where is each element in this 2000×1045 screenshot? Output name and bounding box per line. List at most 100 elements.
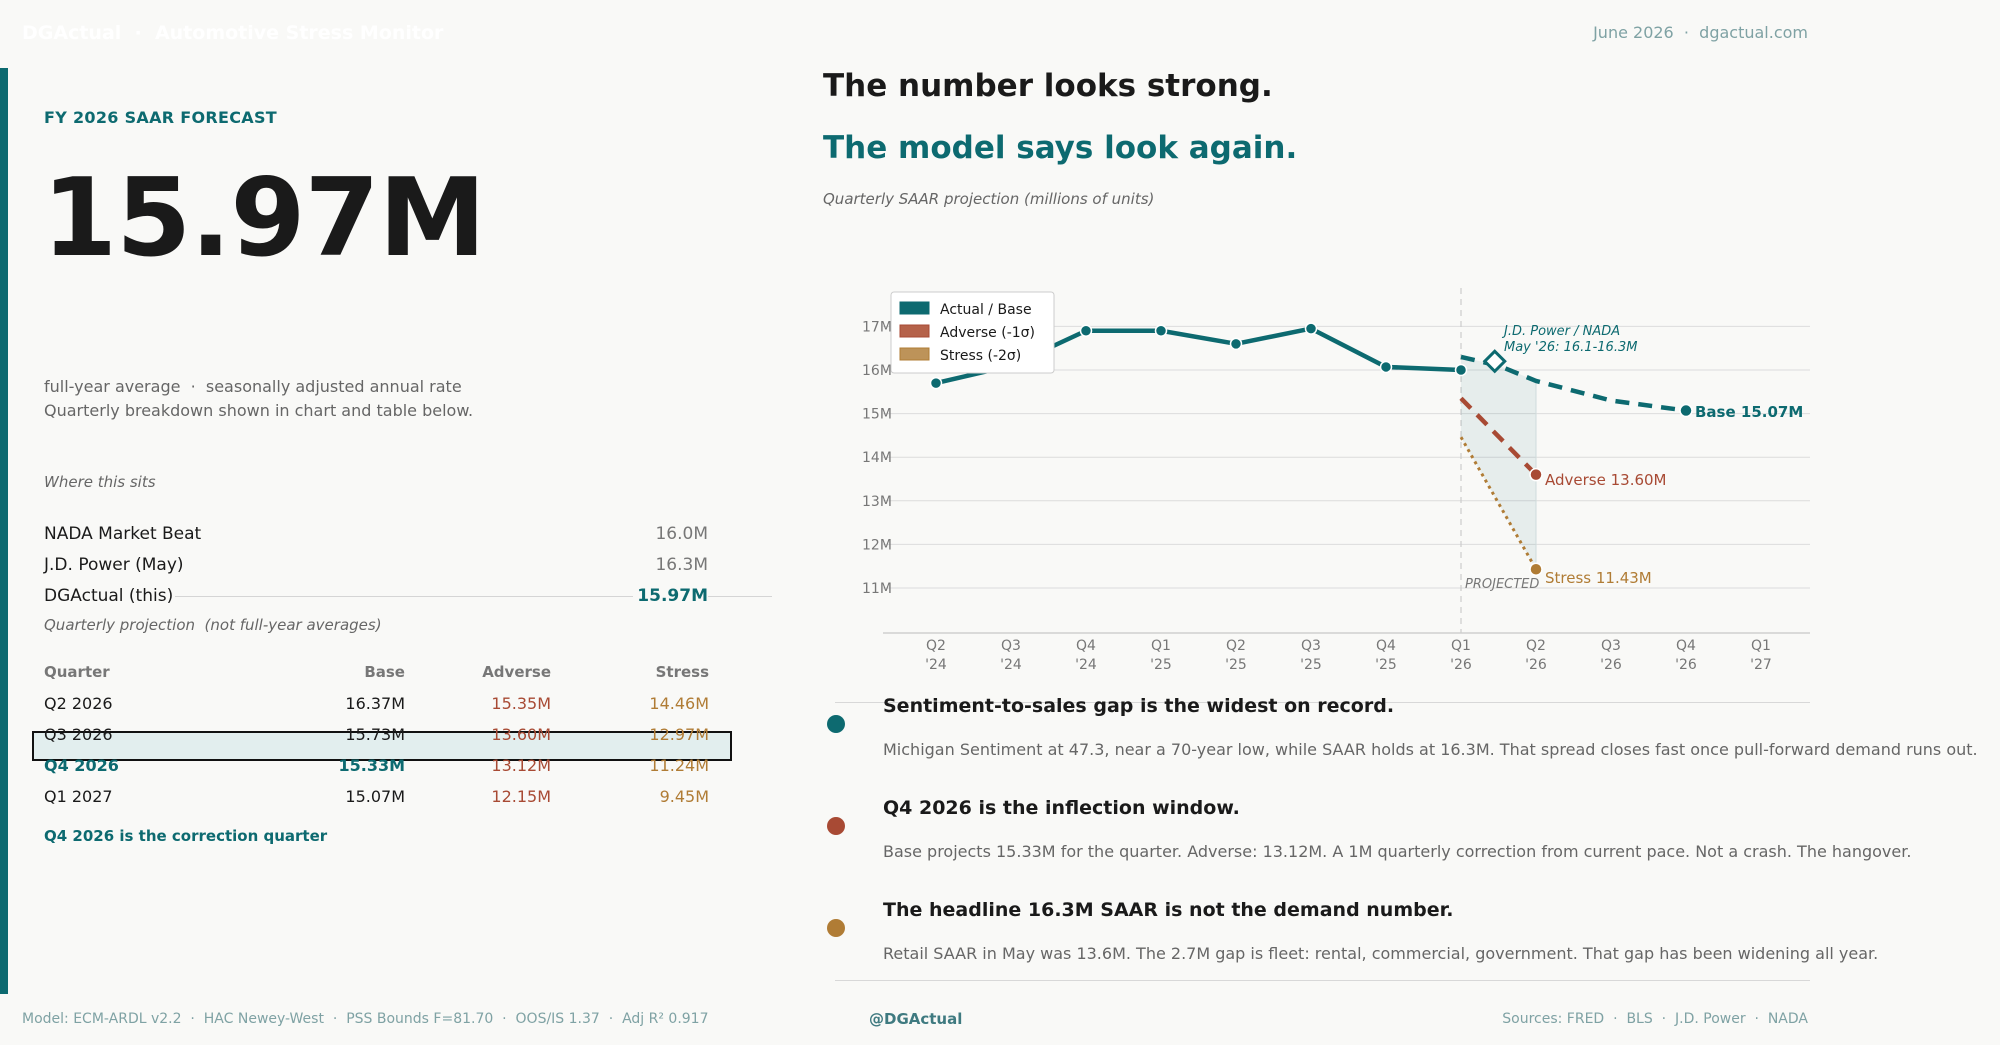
table-row[interactable]: Q1 2027 15.07M 12.15M 9.45M xyxy=(44,787,709,815)
data-point xyxy=(1529,562,1543,577)
adverse-cell: 12.15M xyxy=(491,787,551,806)
scenario-band xyxy=(1461,356,1536,570)
legend-label: Actual / Base xyxy=(940,302,1032,318)
series-line xyxy=(1459,436,1538,570)
x-tick-label: Q2'26 xyxy=(1525,638,1547,673)
stress-end-label: Stress 11.43M xyxy=(1545,569,1652,587)
comparison-value: 16.3M xyxy=(655,555,708,575)
insights-top-divider xyxy=(835,702,1810,703)
header-date-site: June 2026 · dgactual.com xyxy=(1593,23,1808,42)
annotation-label: May '26: 16.1-16.3M xyxy=(1504,340,1637,355)
forecast-value: 15.97M xyxy=(42,156,486,281)
y-tick-label: 16M xyxy=(862,363,892,379)
insight-title: Q4 2026 is the inflection window. xyxy=(883,797,1240,819)
quarter-cell: Q1 2027 xyxy=(44,787,113,806)
forecast-subtitle-2: Quarterly breakdown shown in chart and t… xyxy=(44,401,474,420)
comparison-row: NADA Market Beat 16.0M xyxy=(44,524,708,552)
data-point xyxy=(929,376,943,390)
comparison-value: 15.97M xyxy=(633,586,708,606)
y-tick-label: 17M xyxy=(862,319,892,335)
comparison-label: DGActual (this) xyxy=(44,586,176,606)
quarter-cell: Q4 2026 xyxy=(44,756,119,775)
data-point xyxy=(1679,403,1693,418)
x-tick-label: Q1'27 xyxy=(1750,638,1772,673)
comparison-title: Where this sits xyxy=(44,473,156,491)
base-cell: 15.33M xyxy=(338,756,405,775)
base-end-label: Base 15.07M xyxy=(1695,403,1803,421)
annotation-label: J.D. Power / NADA xyxy=(1501,324,1620,339)
x-tick-label: Q4'25 xyxy=(1375,638,1397,673)
accent-bar xyxy=(0,68,8,994)
table-row[interactable]: Q3 2026 15.73M 13.60M 12.97M xyxy=(44,725,709,753)
projected-label: PROJECTED xyxy=(1465,577,1539,592)
y-tick-label: 15M xyxy=(862,407,892,423)
x-tick-label: Q2'24 xyxy=(925,638,947,673)
base-cell: 15.73M xyxy=(345,725,405,744)
table-note: Quarterly projection (not full-year aver… xyxy=(44,616,382,634)
legend-swatch xyxy=(899,347,930,361)
table-header: Quarter Base Adverse Stress xyxy=(44,663,709,691)
data-point xyxy=(1454,363,1468,377)
comparison-divider xyxy=(174,596,772,597)
legend-label: Stress (-2σ) xyxy=(940,348,1021,364)
chart-legend xyxy=(890,291,1055,374)
data-point xyxy=(1229,337,1243,351)
stress-cell: 11.24M xyxy=(649,756,709,775)
y-tick-label: 14M xyxy=(862,450,892,466)
legend-swatch xyxy=(899,301,930,315)
insight-body: Base projects 15.33M for the quarter. Ad… xyxy=(883,842,1912,861)
stress-cell: 9.45M xyxy=(659,787,709,806)
x-tick-label: Q2'25 xyxy=(1225,638,1247,673)
adverse-end-label: Adverse 13.60M xyxy=(1545,471,1667,489)
data-point xyxy=(1379,360,1393,374)
social-handle[interactable]: @DGActual xyxy=(869,1010,963,1028)
comparison-row: J.D. Power (May) 16.3M xyxy=(44,555,708,583)
x-tick-label: Q1'26 xyxy=(1450,638,1472,673)
headline-line-1: The number looks strong. xyxy=(823,68,1273,104)
column-header: Base xyxy=(364,663,405,681)
quarter-cell: Q2 2026 xyxy=(44,694,113,713)
chart-subtitle: Quarterly SAAR projection (millions of u… xyxy=(823,190,1155,208)
sources-footnote: Sources: FRED · BLS · J.D. Power · NADA xyxy=(1502,1011,1808,1027)
forecast-kicker: FY 2026 SAAR FORECAST xyxy=(44,108,278,127)
legend-swatch xyxy=(899,324,930,338)
legend-label: Adverse (-1σ) xyxy=(940,325,1035,341)
comparison-value: 16.0M xyxy=(655,524,708,544)
x-tick-label: Q3'25 xyxy=(1300,638,1322,673)
y-tick-label: 12M xyxy=(862,537,892,553)
adverse-cell: 15.35M xyxy=(491,694,551,713)
data-point xyxy=(1529,467,1543,482)
model-footnote: Model: ECM-ARDL v2.2 · HAC Newey-West · … xyxy=(22,1011,709,1027)
headline-line-2: The model says look again. xyxy=(823,130,1298,166)
insight-body: Michigan Sentiment at 47.3, near a 70-ye… xyxy=(883,740,1978,759)
adverse-cell: 13.60M xyxy=(491,725,551,744)
column-header: Stress xyxy=(655,663,709,681)
forecast-subtitle: full-year average · seasonally adjusted … xyxy=(44,377,462,396)
comparison-row: DGActual (this) 15.97M xyxy=(44,586,708,614)
column-header: Quarter xyxy=(44,663,110,681)
stress-cell: 12.97M xyxy=(649,725,709,744)
y-tick-label: 13M xyxy=(862,494,892,510)
data-point xyxy=(1154,324,1168,338)
jd-power-marker xyxy=(1482,349,1507,374)
y-tick-label: 11M xyxy=(862,581,892,597)
correction-callout: Q4 2026 is the correction quarter xyxy=(44,827,328,845)
x-tick-label: Q3'26 xyxy=(1600,638,1622,673)
x-tick-label: Q4'26 xyxy=(1675,638,1697,673)
column-header: Adverse xyxy=(482,663,551,681)
x-tick-label: Q1'25 xyxy=(1150,638,1172,673)
table-row[interactable]: Q4 2026 15.33M 13.12M 11.24M xyxy=(44,756,709,784)
app-title: DGActual · Automotive Stress Monitor xyxy=(22,22,444,44)
x-tick-label: Q3'24 xyxy=(1000,638,1022,673)
adverse-cell: 13.12M xyxy=(491,756,551,775)
insight-title: Sentiment-to-sales gap is the widest on … xyxy=(883,695,1395,717)
data-point xyxy=(1079,324,1093,338)
table-row[interactable]: Q2 2026 16.37M 15.35M 14.46M xyxy=(44,694,709,722)
series-line xyxy=(1459,396,1538,477)
insight-body: Retail SAAR in May was 13.6M. The 2.7M g… xyxy=(883,944,1879,963)
insight-marker-icon xyxy=(827,817,845,835)
insight-title: The headline 16.3M SAAR is not the deman… xyxy=(883,899,1454,921)
insight-marker-icon xyxy=(827,919,845,937)
comparison-label: NADA Market Beat xyxy=(44,524,202,544)
